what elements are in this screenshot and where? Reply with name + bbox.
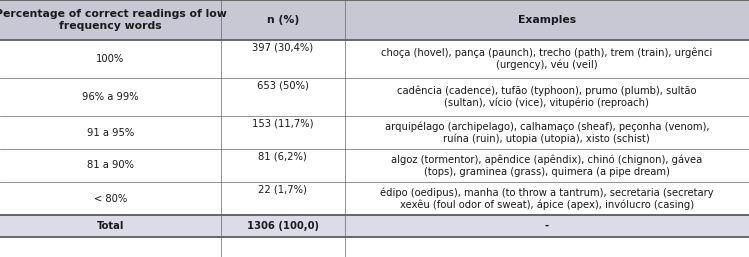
Text: algoz (tormentor), apêndice (apêndix), chinó (chignon), gávea
(tops), graminea (: algoz (tormentor), apêndice (apêndix), c…	[391, 154, 703, 177]
Text: 22 (1,7%): 22 (1,7%)	[258, 185, 307, 195]
Bar	[0, 116, 749, 149]
Text: 397 (30,4%): 397 (30,4%)	[252, 43, 313, 53]
Bar	[0, 149, 749, 182]
Text: Percentage of correct readings of low
frequency words: Percentage of correct readings of low fr…	[0, 9, 226, 31]
Text: n (%): n (%)	[267, 15, 299, 25]
Bar	[0, 0, 749, 40]
Text: 81 a 90%: 81 a 90%	[87, 161, 134, 170]
Text: 91 a 95%: 91 a 95%	[87, 127, 134, 137]
Text: 153 (11,7%): 153 (11,7%)	[252, 118, 314, 128]
Bar	[0, 40, 749, 78]
Text: Total: Total	[97, 221, 124, 231]
Text: cadência (cadence), tufão (typhoon), prumo (plumb), sultão
(sultan), vício (vice: cadência (cadence), tufão (typhoon), pru…	[397, 86, 697, 108]
Text: choça (hovel), pança (paunch), trecho (path), trem (train), urgênci
(urgency), v: choça (hovel), pança (paunch), trecho (p…	[381, 48, 712, 70]
Text: édipo (oedipus), manha (to throw a tantrum), secretaria (secretary
xexêu (foul o: édipo (oedipus), manha (to throw a tantr…	[380, 187, 714, 210]
Text: < 80%: < 80%	[94, 194, 127, 204]
Text: arquipélago (archipelago), calhamaço (sheaf), peçonha (venom),
ruína (ruin), uto: arquipélago (archipelago), calhamaço (sh…	[384, 121, 709, 144]
Text: 81 (6,2%): 81 (6,2%)	[258, 152, 307, 162]
Text: 653 (50%): 653 (50%)	[257, 81, 309, 90]
Bar	[0, 182, 749, 215]
Bar	[0, 215, 749, 237]
Text: 1306 (100,0): 1306 (100,0)	[246, 221, 319, 231]
Text: Examples: Examples	[518, 15, 576, 25]
Text: -: -	[545, 221, 549, 231]
Text: 100%: 100%	[97, 54, 124, 64]
Text: 96% a 99%: 96% a 99%	[82, 92, 139, 102]
Bar	[0, 78, 749, 116]
